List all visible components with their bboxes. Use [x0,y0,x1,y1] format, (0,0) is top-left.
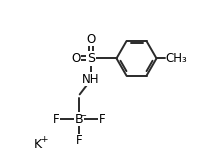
Text: −: − [79,111,86,120]
Text: B: B [75,113,83,126]
Text: F: F [76,134,82,147]
Text: CH₃: CH₃ [166,52,187,65]
Text: O: O [71,52,80,65]
Text: +: + [40,135,48,144]
Text: K: K [34,137,42,151]
Text: NH: NH [82,73,100,86]
Text: S: S [87,52,95,65]
Text: F: F [99,113,105,126]
Text: O: O [86,33,96,46]
Text: F: F [52,113,59,126]
